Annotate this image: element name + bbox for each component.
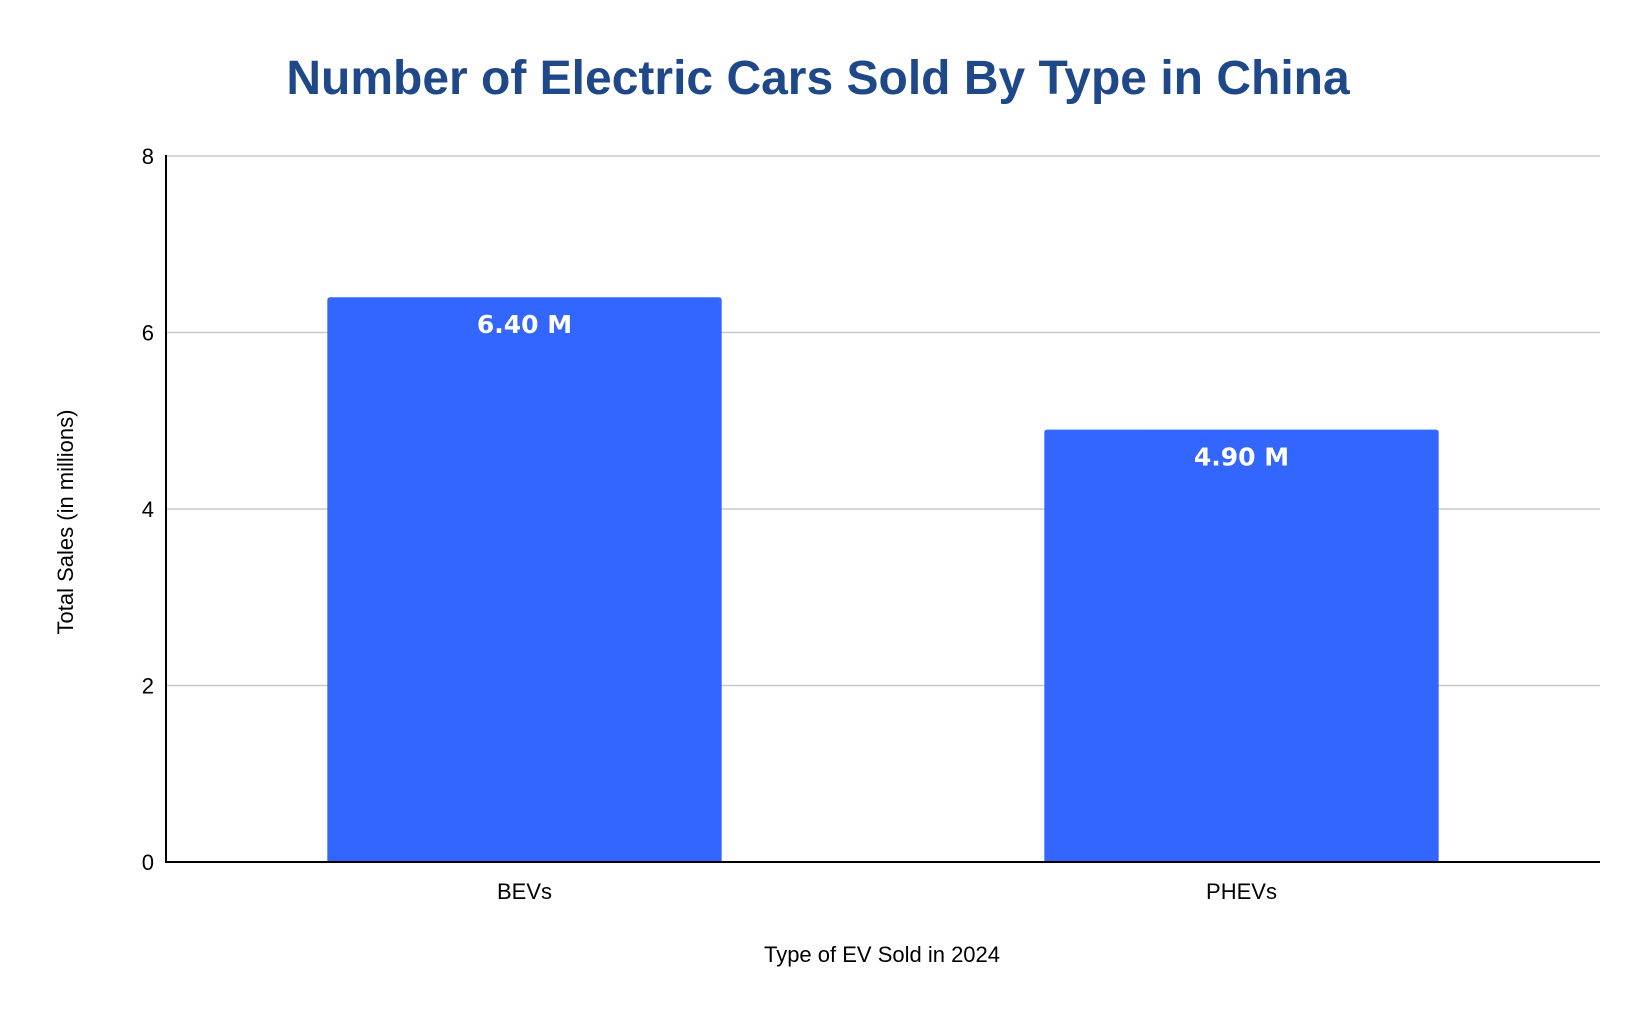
y-tick-label: 2 [142, 674, 154, 699]
x-axis-title: Type of EV Sold in 2024 [764, 942, 1000, 967]
y-tick-label: 4 [142, 497, 154, 522]
x-tick-label: BEVs [497, 879, 552, 904]
y-tick-label: 0 [142, 850, 154, 875]
x-tick-label: PHEVs [1206, 879, 1277, 904]
y-axis-ticks: 0 2 4 6 8 [142, 144, 154, 875]
y-tick-label: 8 [142, 144, 154, 169]
y-axis-title: Total Sales (in millions) [53, 410, 78, 635]
bar-data-labels: 6.40 M 4.90 M [477, 310, 1289, 471]
chart-title: Number of Electric Cars Sold By Type in … [286, 52, 1350, 105]
bar-data-label: 6.40 M [477, 310, 572, 339]
bars [327, 297, 1439, 862]
x-axis-ticks: BEVs PHEVs [497, 879, 1277, 904]
y-tick-label: 6 [142, 321, 154, 346]
bar-bevs [327, 297, 722, 862]
bar-data-label: 4.90 M [1194, 443, 1289, 472]
bar-phevs [1044, 429, 1439, 862]
